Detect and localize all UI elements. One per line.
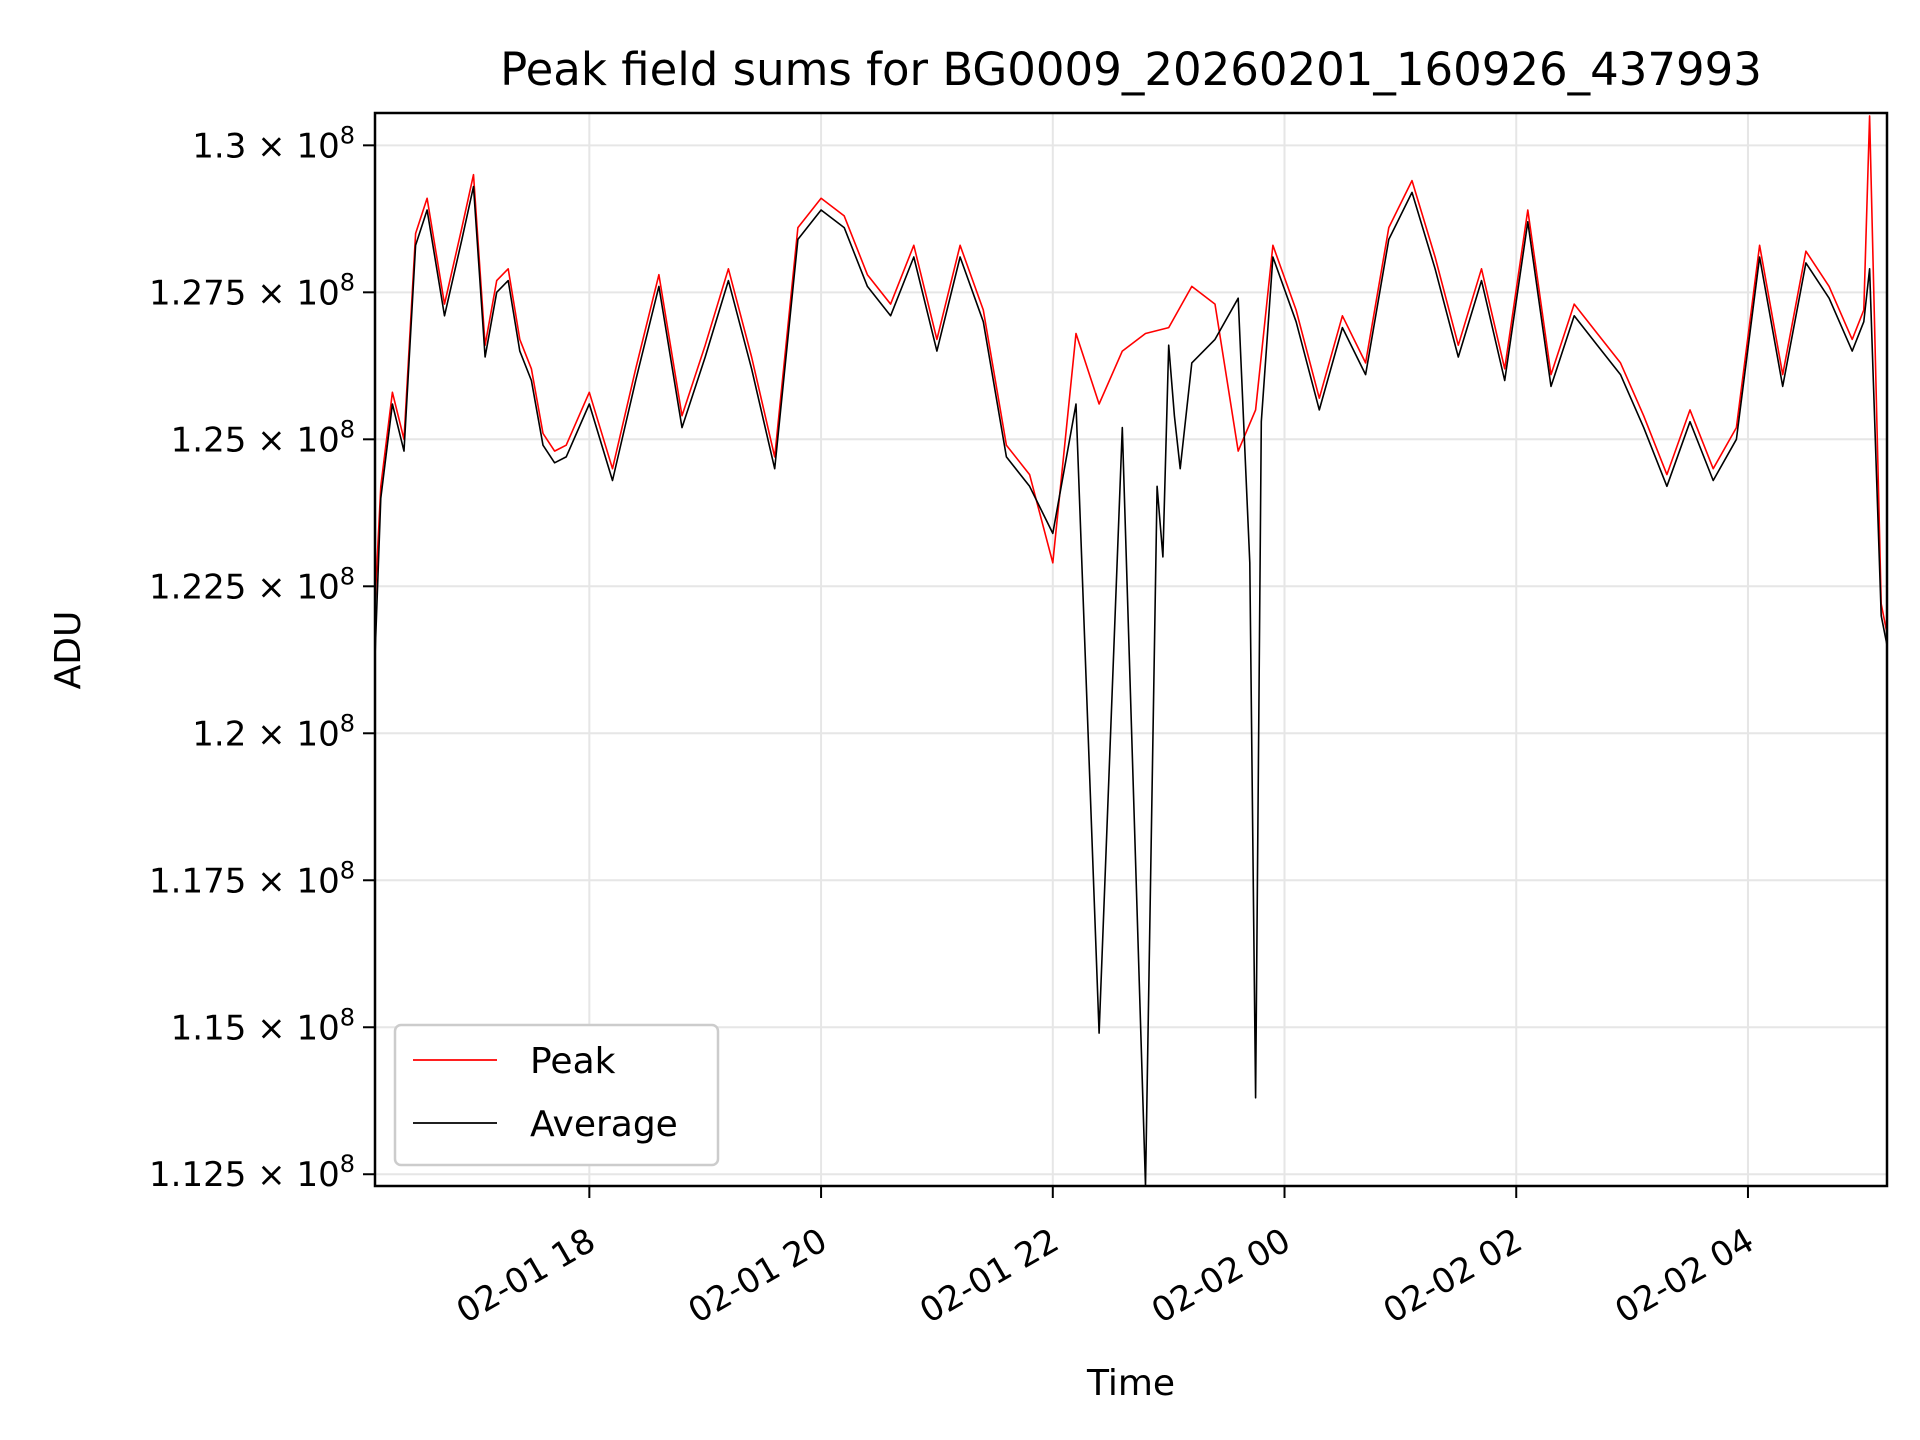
y-axis: 1.125 × 108 1.15 × 108 1.175 × 108 1.2 × 10… <box>149 121 375 1195</box>
y-tick-label: 1.175 × 108 <box>149 856 355 901</box>
y-tick-label: 1.3 × 108 <box>192 121 355 166</box>
y-axis-label: ADU <box>48 611 89 690</box>
y-tick-label: 1.2 × 108 <box>192 709 355 754</box>
x-axis-label: Time <box>1086 1363 1175 1404</box>
y-tick-label: 1.25 × 108 <box>171 415 355 460</box>
legend: Peak Average <box>393 1023 720 1167</box>
legend-label-peak: Peak <box>530 1041 616 1082</box>
legend-label-average: Average <box>530 1104 678 1145</box>
series-line-peak <box>374 115 1888 634</box>
chart-title: Peak field sums for BG0009_20260201_1609… <box>500 43 1762 96</box>
y-tick-label: 1.275 × 108 <box>149 268 355 313</box>
y-tick-label: 1.225 × 108 <box>149 562 355 607</box>
y-tick-label: 1.15 × 108 <box>171 1003 355 1048</box>
y-tick-label: 1.125 × 108 <box>149 1150 355 1195</box>
plot-frame <box>373 111 1889 1188</box>
